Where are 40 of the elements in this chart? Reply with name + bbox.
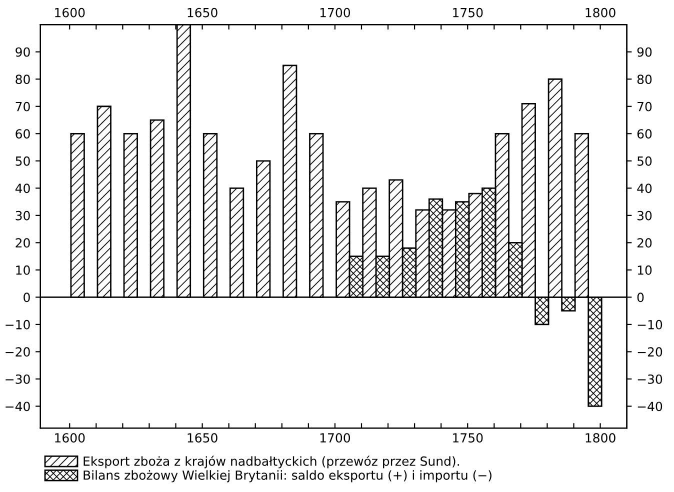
y-tick-label: 60 — [16, 129, 30, 139]
y2-tick-label: 30 — [637, 210, 652, 220]
x-tick-label: 1700 — [320, 433, 350, 443]
y-tick-label: 70 — [16, 102, 30, 112]
y2-tick-label: 20 — [637, 238, 652, 248]
x2-tick-label: 1700 — [320, 8, 350, 18]
y2-tick-label: −10 — [638, 320, 662, 330]
y-tick-label: −10 — [6, 320, 30, 330]
y-tick-label: −30 — [6, 374, 30, 384]
y-tick-label: 40 — [15, 184, 30, 194]
y-tick-label: 0 — [24, 292, 30, 302]
y-tick-label: 10 — [16, 265, 30, 275]
y2-tick-label: −40 — [638, 402, 662, 412]
y2-tick-label: 60 — [637, 129, 652, 139]
x2-tick-label: 1750 — [453, 8, 483, 18]
x-tick-label: 1650 — [188, 433, 218, 443]
y-tick-label: 30 — [16, 210, 30, 220]
y-tick-label: 80 — [16, 74, 30, 84]
x-tick-label: 1800 — [586, 433, 616, 443]
y-tick-label: 90 — [16, 47, 30, 57]
legend-label: Bilans zbożowy Wielkiej Brytanii: saldo eksportu (+) i importu (−) — [84, 470, 492, 482]
x-tick-label: 1750 — [453, 433, 483, 443]
x2-tick-label: 1650 — [188, 8, 218, 18]
x-tick-label: 1600 — [55, 433, 85, 443]
y2-tick-label: −20 — [638, 347, 662, 357]
y2-tick-label: 40 — [637, 184, 652, 194]
y2-tick-label: −30 — [638, 374, 662, 384]
y-tick-label: −20 — [6, 347, 30, 357]
y2-tick-label: 50 — [638, 156, 652, 166]
x2-tick-label: 1800 — [586, 8, 616, 18]
y2-tick-label: 10 — [638, 265, 652, 275]
y-tick-label: −40 — [6, 402, 30, 412]
legend-label: Eksport zboża z krajów nadbałtyckich (przewóz przez Sund). — [84, 456, 459, 468]
y2-tick-label: 90 — [637, 47, 652, 57]
y-tick-label: 50 — [16, 156, 30, 166]
x2-tick-label: 1600 — [55, 8, 85, 18]
y2-tick-label: 80 — [637, 74, 652, 84]
y2-tick-label: 70 — [638, 102, 652, 112]
y2-tick-label: 0 — [637, 292, 644, 302]
y-tick-label: 20 — [16, 238, 30, 248]
